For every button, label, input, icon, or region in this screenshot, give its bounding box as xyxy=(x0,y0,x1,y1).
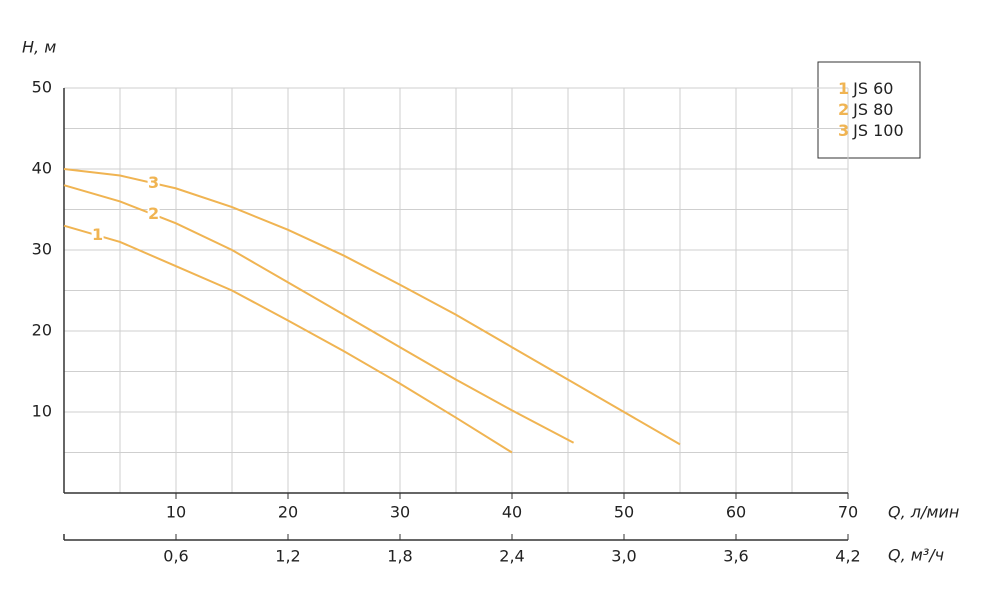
legend-box xyxy=(817,61,921,159)
legend-name: JS 100 xyxy=(852,121,904,140)
x2-tick-label: 1,2 xyxy=(275,547,300,566)
curve-label-bg xyxy=(147,205,160,224)
x-tick-label: 10 xyxy=(166,503,186,522)
legend-number: 3 xyxy=(838,121,849,140)
x2-axis-label: Q, м³/ч xyxy=(888,546,944,565)
legend-entry: 2 JS 80 xyxy=(838,100,893,119)
y-tick-label: 10 xyxy=(32,402,52,421)
legend-number: 1 xyxy=(838,79,849,98)
x-tick-label: 60 xyxy=(726,503,746,522)
legend-entry: 3 JS 100 xyxy=(838,121,904,140)
y-tick-label: 40 xyxy=(32,159,52,178)
curve-label-bg xyxy=(147,174,160,193)
y-tick-label: 20 xyxy=(32,321,52,340)
x-tick-label: 20 xyxy=(278,503,298,522)
x2-tick-label: 2,4 xyxy=(499,547,524,566)
curve-label: 2 xyxy=(148,204,159,223)
x-tick-label: 40 xyxy=(502,503,522,522)
legend-name: JS 80 xyxy=(852,100,893,119)
curve xyxy=(63,224,513,454)
grid xyxy=(64,87,849,493)
legend-name: JS 60 xyxy=(852,79,893,98)
curve-label-bg xyxy=(91,226,104,245)
curve-label: 1 xyxy=(92,225,103,244)
legend-number: 2 xyxy=(838,100,849,119)
legend-entry: 1 JS 60 xyxy=(838,79,893,98)
x-axis-label: Q, л/мин xyxy=(888,503,959,522)
x2-tick-label: 3,0 xyxy=(611,547,636,566)
x2-tick-label: 4,2 xyxy=(835,547,860,566)
y-axis-label: H, м xyxy=(22,38,56,57)
x-tick-label: 50 xyxy=(614,503,634,522)
curve xyxy=(63,184,575,444)
y-tick-label: 50 xyxy=(32,78,52,97)
x-tick-label: 70 xyxy=(838,503,858,522)
x2-tick-label: 0,6 xyxy=(163,547,188,566)
x2-tick-label: 3,6 xyxy=(723,547,748,566)
curve xyxy=(63,168,681,446)
curve-label: 3 xyxy=(148,173,159,192)
x2-tick-label: 1,8 xyxy=(387,547,412,566)
x-tick-label: 30 xyxy=(390,503,410,522)
y-tick-label: 30 xyxy=(32,240,52,259)
